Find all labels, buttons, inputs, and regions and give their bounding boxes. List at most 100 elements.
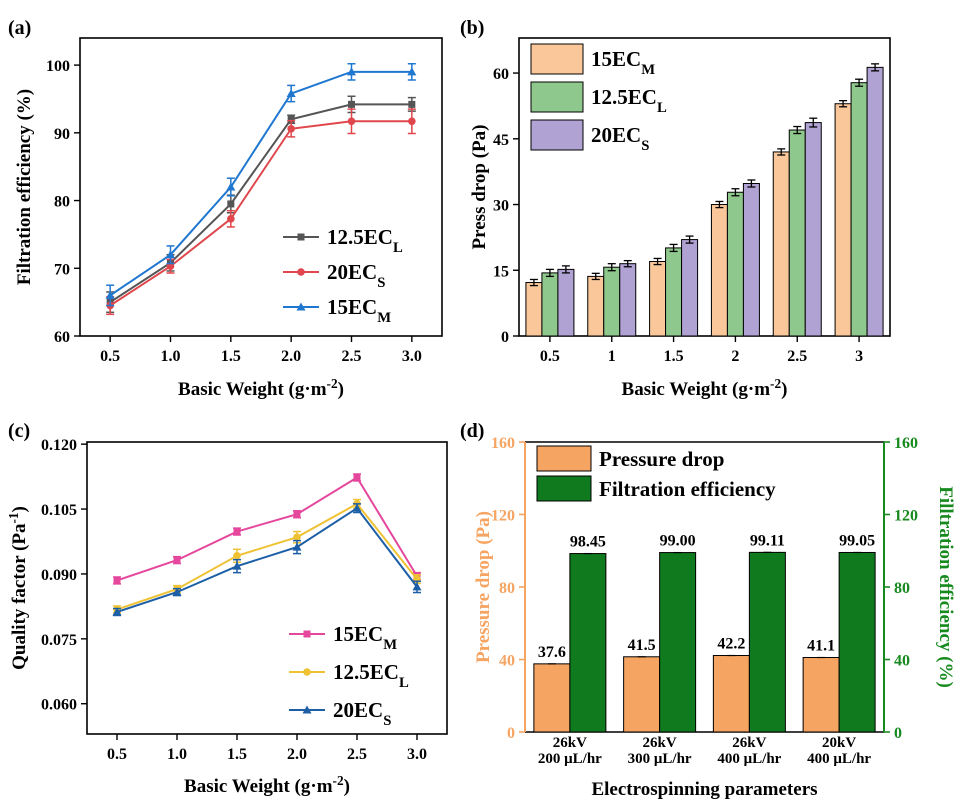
- bar-12.5ecl: [726, 191, 744, 337]
- bar-20ecs: [866, 66, 884, 337]
- legend-swatch: [536, 475, 592, 502]
- y-tick-label-left: 40: [499, 653, 515, 670]
- bar-20ecs: [681, 239, 699, 337]
- x-tick-label: 0.5: [100, 348, 120, 365]
- legend-swatch: [530, 119, 584, 151]
- series-line: [116, 476, 418, 582]
- bar-pressure-drop: [802, 657, 840, 733]
- bar-15ecm: [587, 275, 605, 337]
- data-point: [227, 215, 235, 223]
- series-line: [109, 70, 412, 297]
- series-15ecm: [113, 473, 421, 585]
- y-tick-label-right: 120: [894, 508, 918, 525]
- data-point: [166, 262, 175, 271]
- x-tick-label: 2.5: [787, 348, 807, 365]
- legend-label: Filtration efficiency: [599, 477, 776, 501]
- legend-swatch: [536, 445, 592, 472]
- x-tick-label: 0.5: [540, 348, 560, 365]
- data-label: 99.00: [660, 533, 696, 550]
- legend-swatch: [530, 43, 584, 75]
- bar-12.5ecl: [541, 272, 559, 337]
- data-point: [352, 503, 362, 512]
- bar-15ecm: [710, 204, 728, 337]
- legend: 15ECM 12.5ECL 20ECS: [530, 43, 667, 154]
- x-tick-label: 2.5: [342, 348, 362, 365]
- legend-label: 20ECS: [327, 260, 385, 291]
- plot-frame: [79, 37, 443, 337]
- bar-pressure-drop: [533, 663, 571, 733]
- x-tick-label: 2.5: [347, 746, 367, 763]
- x-tick-label-line2: 400 μL/hr: [717, 751, 781, 767]
- data-point: [348, 100, 355, 108]
- series-line: [116, 506, 418, 613]
- y-axis-label: Filtration efficiency (%): [14, 89, 35, 285]
- legend-marker: [297, 268, 305, 276]
- data-point: [287, 124, 295, 133]
- data-point: [105, 290, 115, 299]
- data-point: [293, 510, 301, 518]
- y-tick-label: 45: [493, 132, 509, 149]
- panel-label: (c): [8, 420, 30, 442]
- x-tick-label: 3.0: [407, 746, 427, 763]
- y-tick-label-right: 160: [894, 435, 918, 452]
- data-label: 98.45: [570, 534, 606, 551]
- legend: 15ECM 12.5ECL 20ECS: [289, 622, 409, 729]
- legend-label: 20ECS: [333, 698, 391, 729]
- data-point: [408, 100, 416, 108]
- bar-pressure-drop: [712, 655, 750, 733]
- panel-label: (d): [460, 420, 484, 442]
- data-point: [113, 576, 121, 584]
- y-tick-label: 15: [493, 263, 509, 280]
- panel-label: (b): [460, 17, 484, 39]
- series-line: [116, 502, 418, 611]
- legend-marker: [303, 668, 311, 676]
- x-tick-label-line1: 26kV: [732, 735, 766, 751]
- data-point: [347, 67, 356, 76]
- bar-20ecs: [742, 182, 760, 337]
- data-point: [112, 607, 122, 616]
- data-point: [407, 67, 417, 76]
- y-tick-label-right: 0: [894, 725, 902, 742]
- y-tick-label: 60: [54, 329, 70, 346]
- legend-marker: [303, 630, 311, 638]
- y-tick-label: 80: [54, 194, 70, 211]
- bar-filtration-efficiency: [748, 551, 786, 733]
- legend: Pressure drop Filtration efficiency: [536, 445, 776, 502]
- y-tick-label: 60: [493, 66, 509, 83]
- bar-filtration-efficiency: [659, 552, 697, 733]
- data-label: 41.1: [807, 638, 835, 655]
- bar-15ecm: [525, 282, 543, 337]
- y-tick-label: 0: [501, 329, 509, 346]
- y-axis-label: Quality factor (Pa-1): [6, 506, 31, 670]
- x-tick-label: 3.0: [402, 348, 422, 365]
- x-tick-label: 1.0: [167, 746, 187, 763]
- x-tick-label: 0.5: [107, 746, 127, 763]
- y-tick-label-right: 80: [894, 580, 910, 597]
- data-point: [286, 89, 296, 98]
- plot-frame: [86, 441, 448, 735]
- data-point: [353, 473, 361, 481]
- y-tick-label: 70: [54, 261, 70, 278]
- legend-label: 12.5ECL: [591, 85, 667, 116]
- bar-filtration-efficiency: [838, 551, 876, 733]
- y-tick-label: 0.120: [41, 437, 77, 454]
- series-line: [109, 120, 412, 307]
- legend: 12.5ECL 20ECS 15ECM: [283, 225, 403, 326]
- data-point: [226, 182, 236, 191]
- bar-filtration-efficiency: [569, 553, 607, 733]
- data-label: 42.2: [717, 636, 745, 653]
- data-point: [412, 582, 422, 591]
- legend-label: Pressure drop: [599, 447, 724, 471]
- bar-15ecm: [772, 151, 790, 337]
- y-tick-label: 0.105: [41, 502, 77, 519]
- y-tick-label-right: 40: [894, 653, 910, 670]
- data-point: [287, 115, 295, 123]
- x-tick-label: 1.5: [221, 348, 241, 365]
- y-tick-label-left: 120: [491, 508, 515, 525]
- legend-label: 15ECM: [591, 47, 655, 78]
- x-tick-label: 1: [608, 348, 616, 365]
- legend-label: 12.5ECL: [333, 660, 409, 691]
- x-axis-label: Basic Weight (g·m-2): [178, 376, 344, 401]
- data-point: [293, 533, 301, 541]
